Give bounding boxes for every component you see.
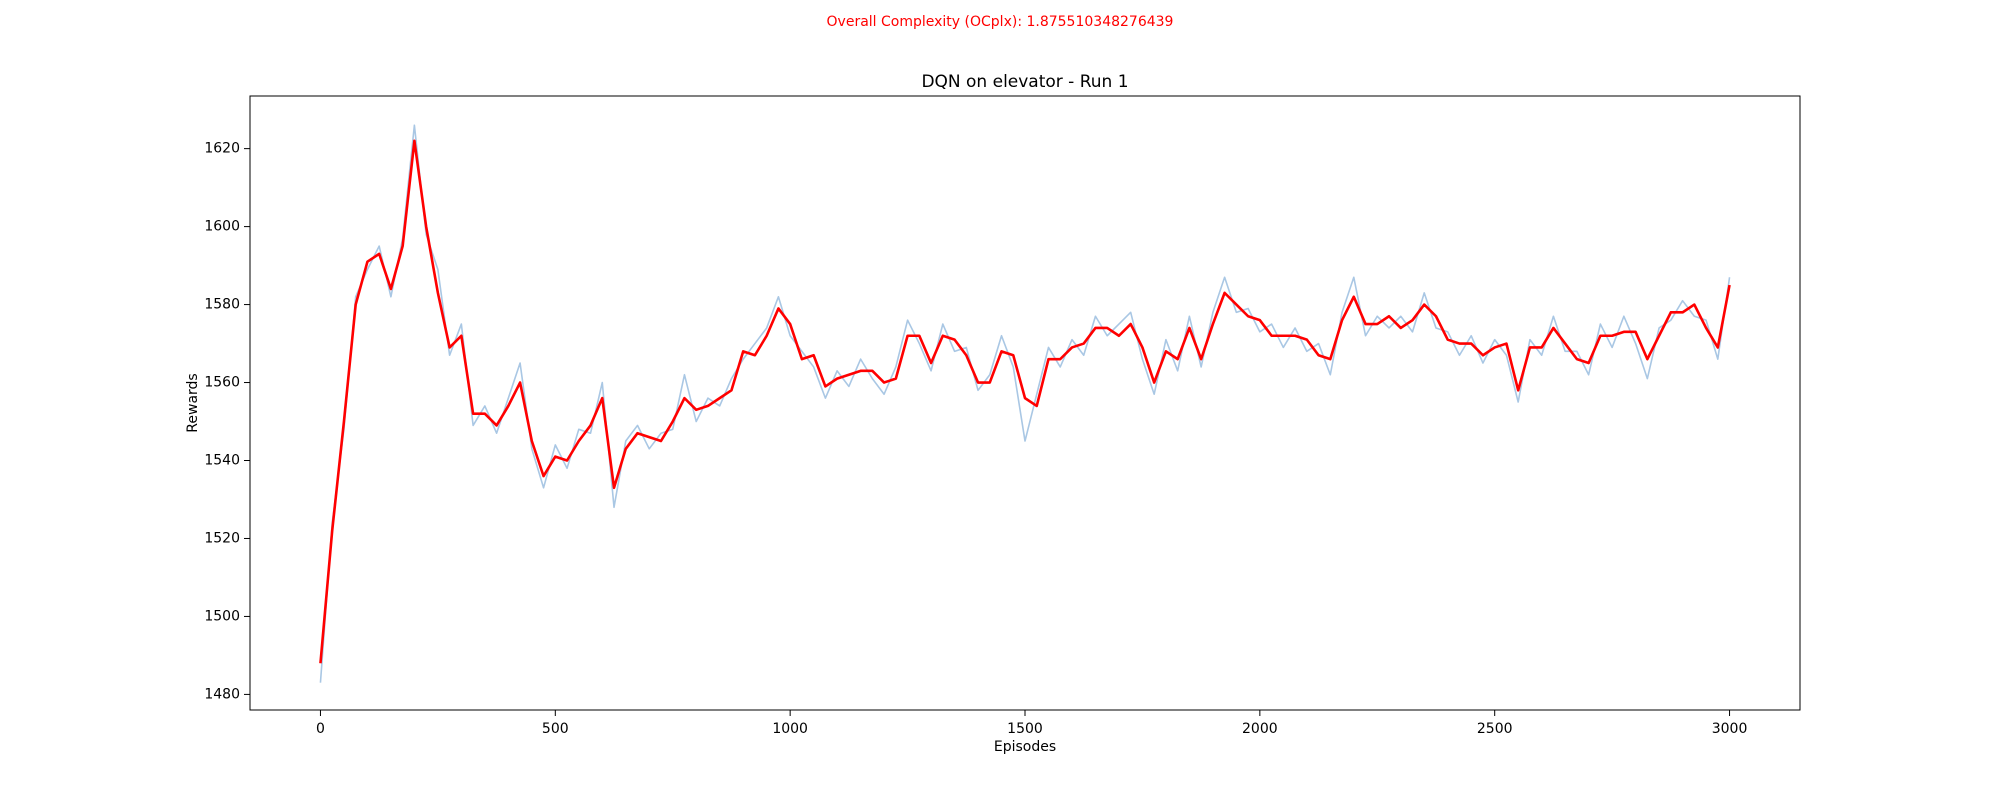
x-tick-label: 2000: [1242, 721, 1278, 737]
y-tick-label: 1520: [204, 530, 240, 546]
y-tick-label: 1500: [204, 608, 240, 624]
x-tick-label: 3000: [1712, 721, 1748, 737]
x-tick-label: 1000: [772, 721, 808, 737]
y-tick-label: 1480: [204, 686, 240, 702]
suptitle: Overall Complexity (OCplx): 1.8755103482…: [827, 14, 1174, 30]
plot-frame: [249, 95, 1801, 711]
series-line: [319, 139, 1731, 664]
y-tick-label: 1560: [204, 375, 240, 391]
y-tick-label: 1580: [204, 297, 240, 313]
x-tick-label: 1500: [1007, 721, 1043, 737]
x-axis-label: Episodes: [994, 739, 1056, 755]
series-line: [319, 124, 1731, 683]
y-tick-label: 1600: [204, 219, 240, 235]
y-tick-label: 1540: [204, 453, 240, 469]
x-tick-label: 0: [316, 721, 325, 737]
chart-title: DQN on elevator - Run 1: [921, 72, 1128, 92]
x-tick-label: 2500: [1477, 721, 1513, 737]
y-tick-label: 1620: [204, 141, 240, 157]
x-tick-label: 500: [542, 721, 569, 737]
y-axis-label: Rewards: [185, 373, 201, 432]
